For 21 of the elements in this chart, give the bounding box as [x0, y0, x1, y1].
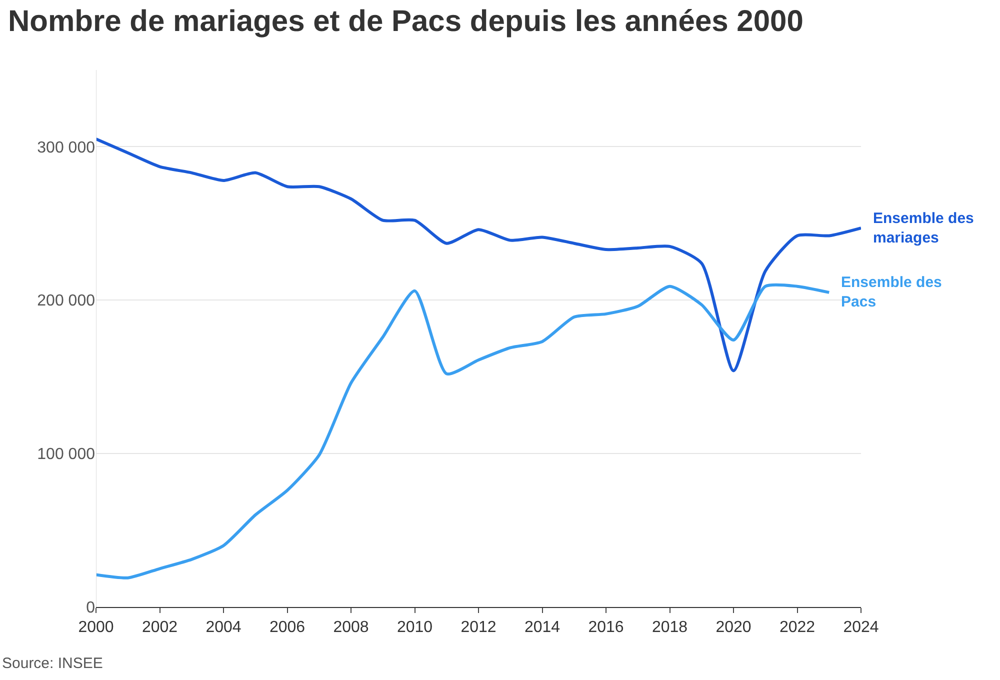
- x-tick-label: 2000: [78, 619, 114, 636]
- y-tick-label: 100 000: [37, 446, 96, 464]
- series-label: Ensemble des mariages: [873, 210, 974, 246]
- x-tick-label: 2014: [524, 619, 560, 636]
- x-tick-label: 2016: [588, 619, 624, 636]
- x-tick-label: 2024: [843, 619, 879, 636]
- y-tick-label: 300 000: [37, 139, 96, 156]
- x-tick-label: 2008: [333, 619, 369, 636]
- x-tick-label: 2010: [396, 619, 433, 636]
- y-tick-label: 200 000: [37, 292, 96, 310]
- x-tick-label: 2004: [206, 619, 242, 636]
- y-tick-label: 0: [86, 600, 96, 617]
- chart-title: Nombre de mariages et de Pacs depuis les années 2000: [8, 5, 804, 38]
- source-note: Source: INSEE: [2, 655, 103, 672]
- x-tick-label: 2018: [652, 619, 688, 636]
- x-tick-label: 2012: [460, 619, 496, 636]
- x-tick-label: 2006: [269, 619, 306, 636]
- x-tick-label: 2002: [142, 619, 178, 636]
- series-label: Ensemble des Pacs: [841, 274, 942, 310]
- x-tick-label: 2022: [779, 619, 816, 636]
- x-tick-label: 2020: [716, 619, 752, 636]
